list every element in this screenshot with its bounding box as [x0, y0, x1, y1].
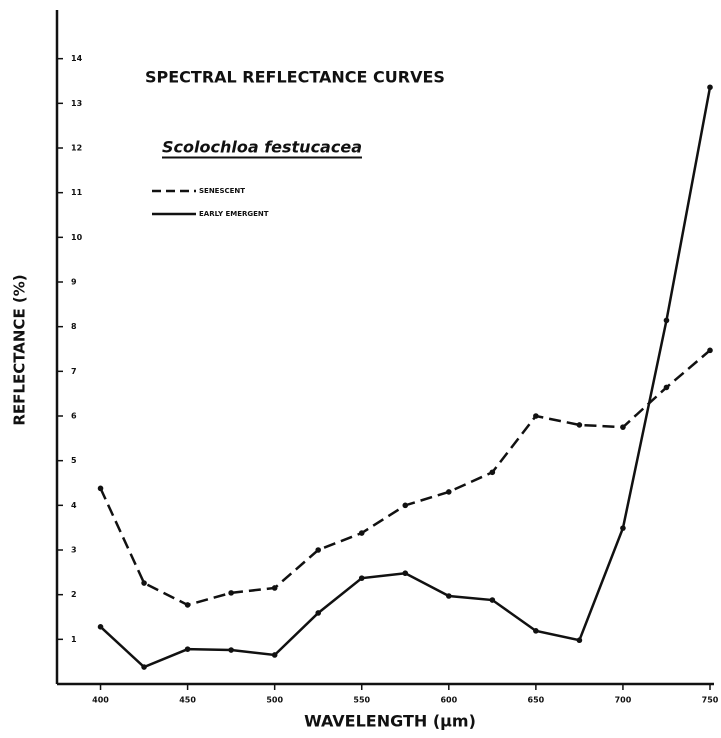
x-tick-label: 550 — [353, 696, 370, 705]
data-point — [315, 547, 322, 553]
y-tick-label: 7 — [71, 367, 77, 376]
series-line — [99, 87, 712, 669]
data-point — [576, 637, 583, 644]
y-tick-label: 12 — [71, 144, 82, 153]
data-point — [228, 647, 234, 653]
data-point — [402, 570, 409, 577]
data-point — [271, 652, 278, 658]
data-point — [184, 646, 191, 652]
data-point — [228, 590, 234, 596]
legend-label: EARLY EMERGENT — [199, 210, 269, 218]
data-point — [358, 575, 365, 581]
data-point — [620, 525, 626, 531]
y-tick-label: 13 — [71, 99, 82, 108]
data-point — [315, 610, 322, 616]
y-tick-label: 9 — [71, 278, 77, 287]
data-point — [184, 602, 191, 608]
data-point — [533, 413, 539, 419]
data-point — [97, 485, 104, 492]
y-tick-label: 8 — [71, 322, 77, 331]
x-axis-label: WAVELENGTH (µm) — [304, 712, 476, 731]
y-axis-label: REFLECTANCE (%) — [11, 274, 29, 425]
y-tick-label: 10 — [71, 233, 83, 242]
data-point — [576, 422, 583, 428]
x-tick-label: 700 — [615, 696, 632, 705]
y-tick-label: 2 — [71, 590, 77, 599]
data-point — [620, 424, 626, 430]
data-point — [707, 84, 713, 91]
data-point — [402, 502, 409, 509]
data-point — [707, 347, 713, 354]
data-point — [446, 593, 452, 599]
x-tick-label: 400 — [92, 696, 109, 705]
x-tick-label: 500 — [266, 696, 283, 705]
series-line — [99, 349, 711, 607]
x-tick-label: 450 — [179, 696, 196, 705]
x-tick-label: 650 — [528, 696, 545, 705]
data-point — [533, 628, 539, 634]
data-point — [446, 489, 452, 495]
chart-subtitle: Scolochloa festucacea — [162, 138, 362, 157]
data-point — [663, 317, 670, 324]
data-point — [141, 664, 147, 670]
y-tick-label: 6 — [71, 412, 77, 421]
data-point — [489, 597, 496, 603]
y-tick-label: 1 — [71, 635, 77, 644]
y-tick-label: 4 — [71, 501, 77, 510]
data-point — [271, 585, 278, 591]
data-point — [141, 580, 147, 586]
y-tick-label: 11 — [71, 188, 83, 197]
y-tick-label: 5 — [71, 456, 77, 465]
chart-title: SPECTRAL REFLECTANCE CURVES — [145, 68, 445, 87]
data-point — [358, 530, 365, 536]
data-point — [663, 384, 670, 391]
y-tick-label: 14 — [71, 54, 83, 63]
x-tick-label: 600 — [440, 696, 457, 705]
data-point — [97, 624, 104, 630]
y-tick-label: 3 — [71, 546, 77, 555]
x-tick-label: 750 — [702, 696, 719, 705]
data-point — [489, 469, 496, 476]
legend-label: SENESCENT — [199, 187, 245, 195]
